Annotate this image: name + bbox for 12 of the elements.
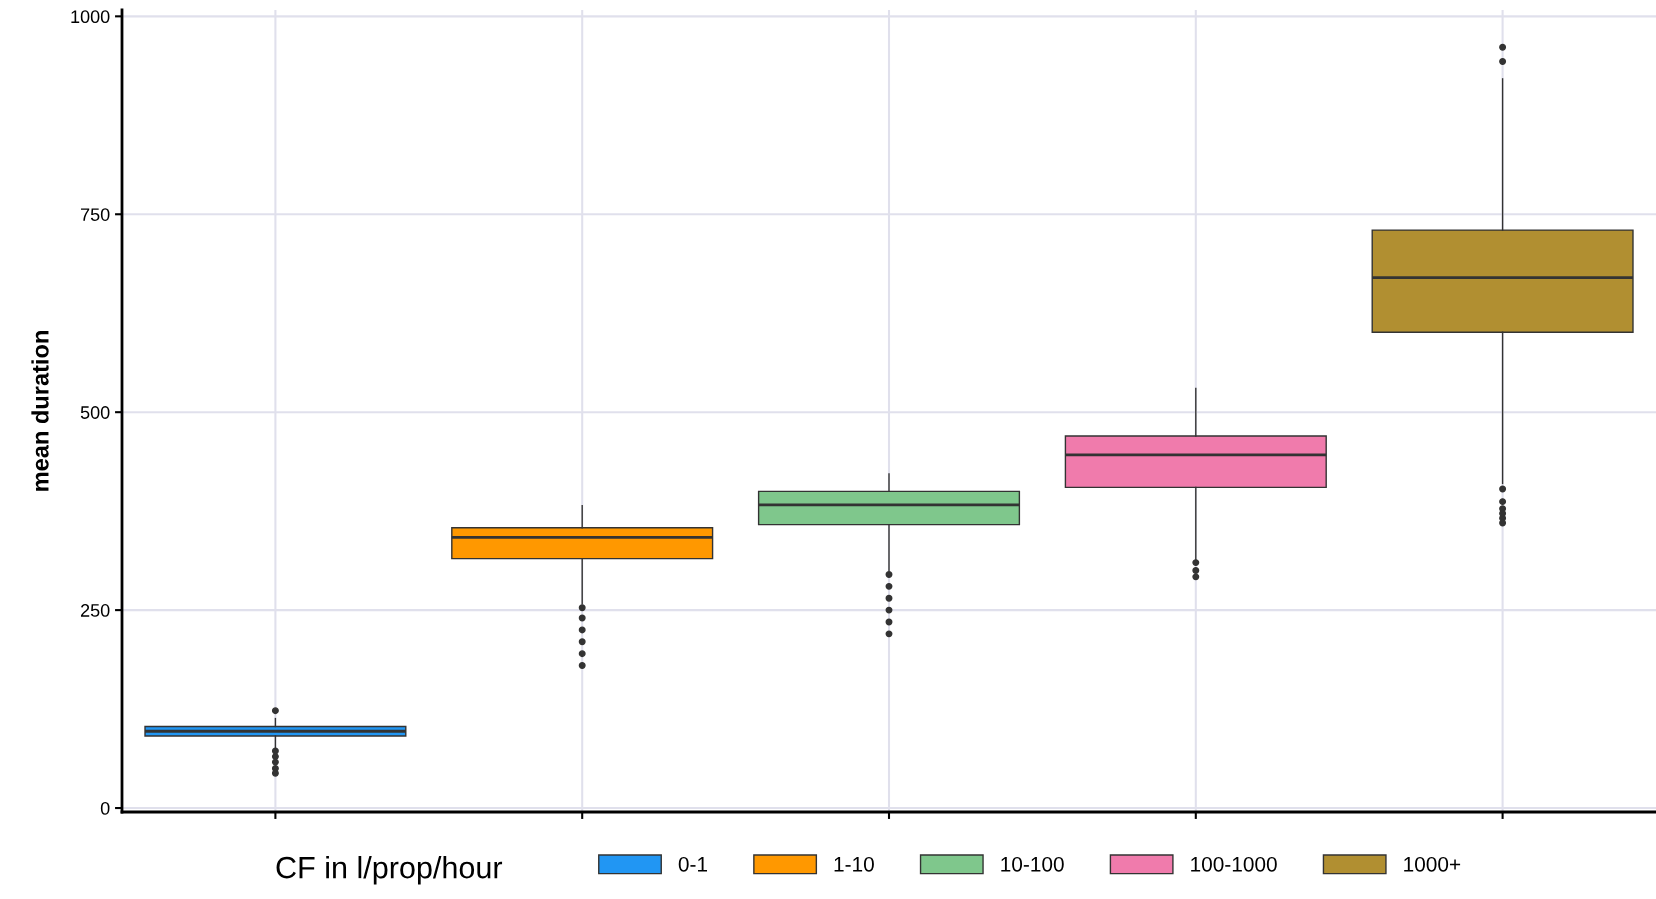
legend-label: 1-10 bbox=[834, 856, 874, 872]
y-tick-label: 250 bbox=[80, 604, 110, 617]
legend-label: 10-100 bbox=[1001, 856, 1064, 872]
y-tick-label: 750 bbox=[81, 208, 110, 221]
y-tick-label: 500 bbox=[80, 406, 110, 419]
legend-label: 1000+ bbox=[1404, 856, 1461, 872]
legend-title: CF in l/prop/hour bbox=[276, 855, 503, 885]
y-axis-title: mean duration bbox=[31, 331, 49, 491]
legend-label: 0-1 bbox=[678, 856, 708, 872]
y-tick-label: 1000 bbox=[71, 10, 110, 24]
legend-label: 100-1000 bbox=[1191, 856, 1277, 872]
y-tick-label: 0 bbox=[100, 801, 110, 815]
